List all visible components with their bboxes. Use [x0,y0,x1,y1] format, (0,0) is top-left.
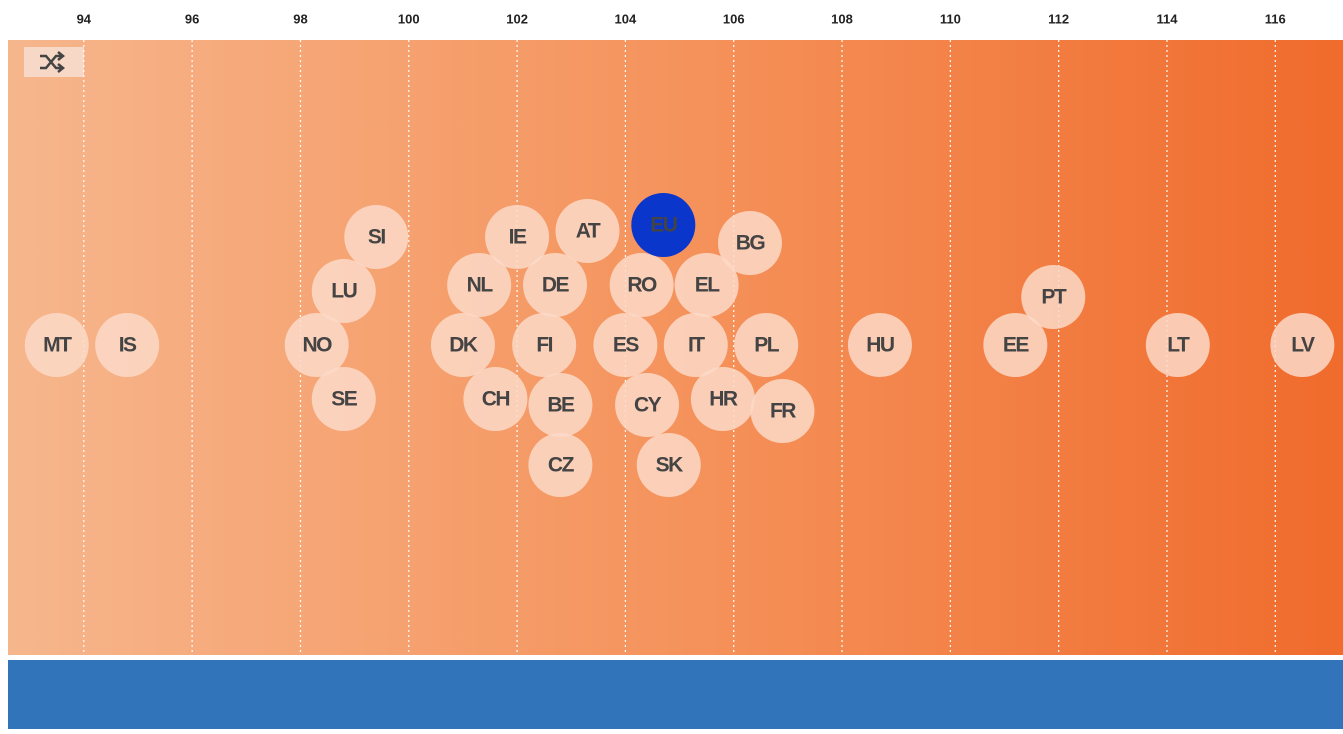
bubble-label: FR [770,400,796,423]
bubble-label: CY [634,394,662,417]
bubble [734,313,799,377]
bubble-label: DK [449,334,478,357]
bubble-label: HR [709,388,738,411]
bubble [690,367,755,431]
x-tick-label: 108 [831,11,853,26]
bubble [447,253,512,317]
bubble-label: LU [331,280,356,303]
bubble-label: BE [547,394,575,417]
x-tick-label: 96 [185,11,199,26]
bubble [463,367,528,431]
bubble [528,373,593,437]
bubble-label: SE [331,388,358,411]
bubble [593,313,658,377]
bubble-label: MT [43,334,72,357]
bubble [1270,313,1335,377]
bubble-label: RO [627,274,657,297]
bubble [512,313,577,377]
bubble-label: EE [1003,334,1030,357]
shuffle-button[interactable] [24,47,84,77]
bubble [311,259,376,323]
bubble-label: CH [482,388,510,411]
bubble-label: EU [650,214,677,237]
bubble [615,373,680,437]
x-tick-label: 100 [398,11,420,26]
bubble [674,253,739,317]
bubble-label: IS [119,334,137,357]
bubble-label: FI [536,334,552,357]
bubble-label: SK [656,454,684,477]
bubble-label: EL [695,274,721,297]
bubble-label: LV [1291,334,1315,357]
bubble-label: AT [576,220,601,243]
bubble-label: PT [1041,286,1067,309]
bubble [555,199,620,263]
bubble [485,205,550,269]
bubble-label: LT [1167,334,1190,357]
x-tick-label: 94 [77,11,92,26]
bubble [528,433,593,497]
bubble [1145,313,1210,377]
bubble [95,313,160,377]
x-tick-label: 112 [1048,11,1069,26]
bubble [750,379,815,443]
bubble-label: NO [302,334,332,357]
bubble [522,253,587,317]
bubble [430,313,495,377]
bubble-label: IE [509,226,527,249]
bubble-label: IT [688,334,705,357]
bubble [311,367,376,431]
bubble [717,211,782,275]
bubble [609,253,674,317]
x-tick-label: 114 [1156,11,1178,26]
bubble [847,313,912,377]
x-tick-label: 110 [940,11,961,26]
bubble [344,205,409,269]
x-tick-label: 106 [723,11,745,26]
bubble [284,313,349,377]
bubble-label: NL [467,274,494,297]
bubble [636,433,701,497]
bubble-label: CZ [548,454,575,477]
bubble-label: PL [754,334,780,357]
bubble [631,193,696,257]
x-tick-label: 104 [615,11,637,26]
bubble [1021,265,1086,329]
bubble-label: SI [368,226,386,249]
bubble-label: DE [542,274,570,297]
x-tick-label: 98 [293,11,307,26]
bubble [24,313,89,377]
footer-bar [8,660,1343,729]
bubble-label: ES [613,334,640,357]
bubble [983,313,1048,377]
x-tick-label: 116 [1265,11,1286,26]
bubble-label: BG [736,232,766,255]
bubble [663,313,728,377]
x-tick-label: 102 [506,11,528,26]
bubble-label: HU [866,334,894,357]
